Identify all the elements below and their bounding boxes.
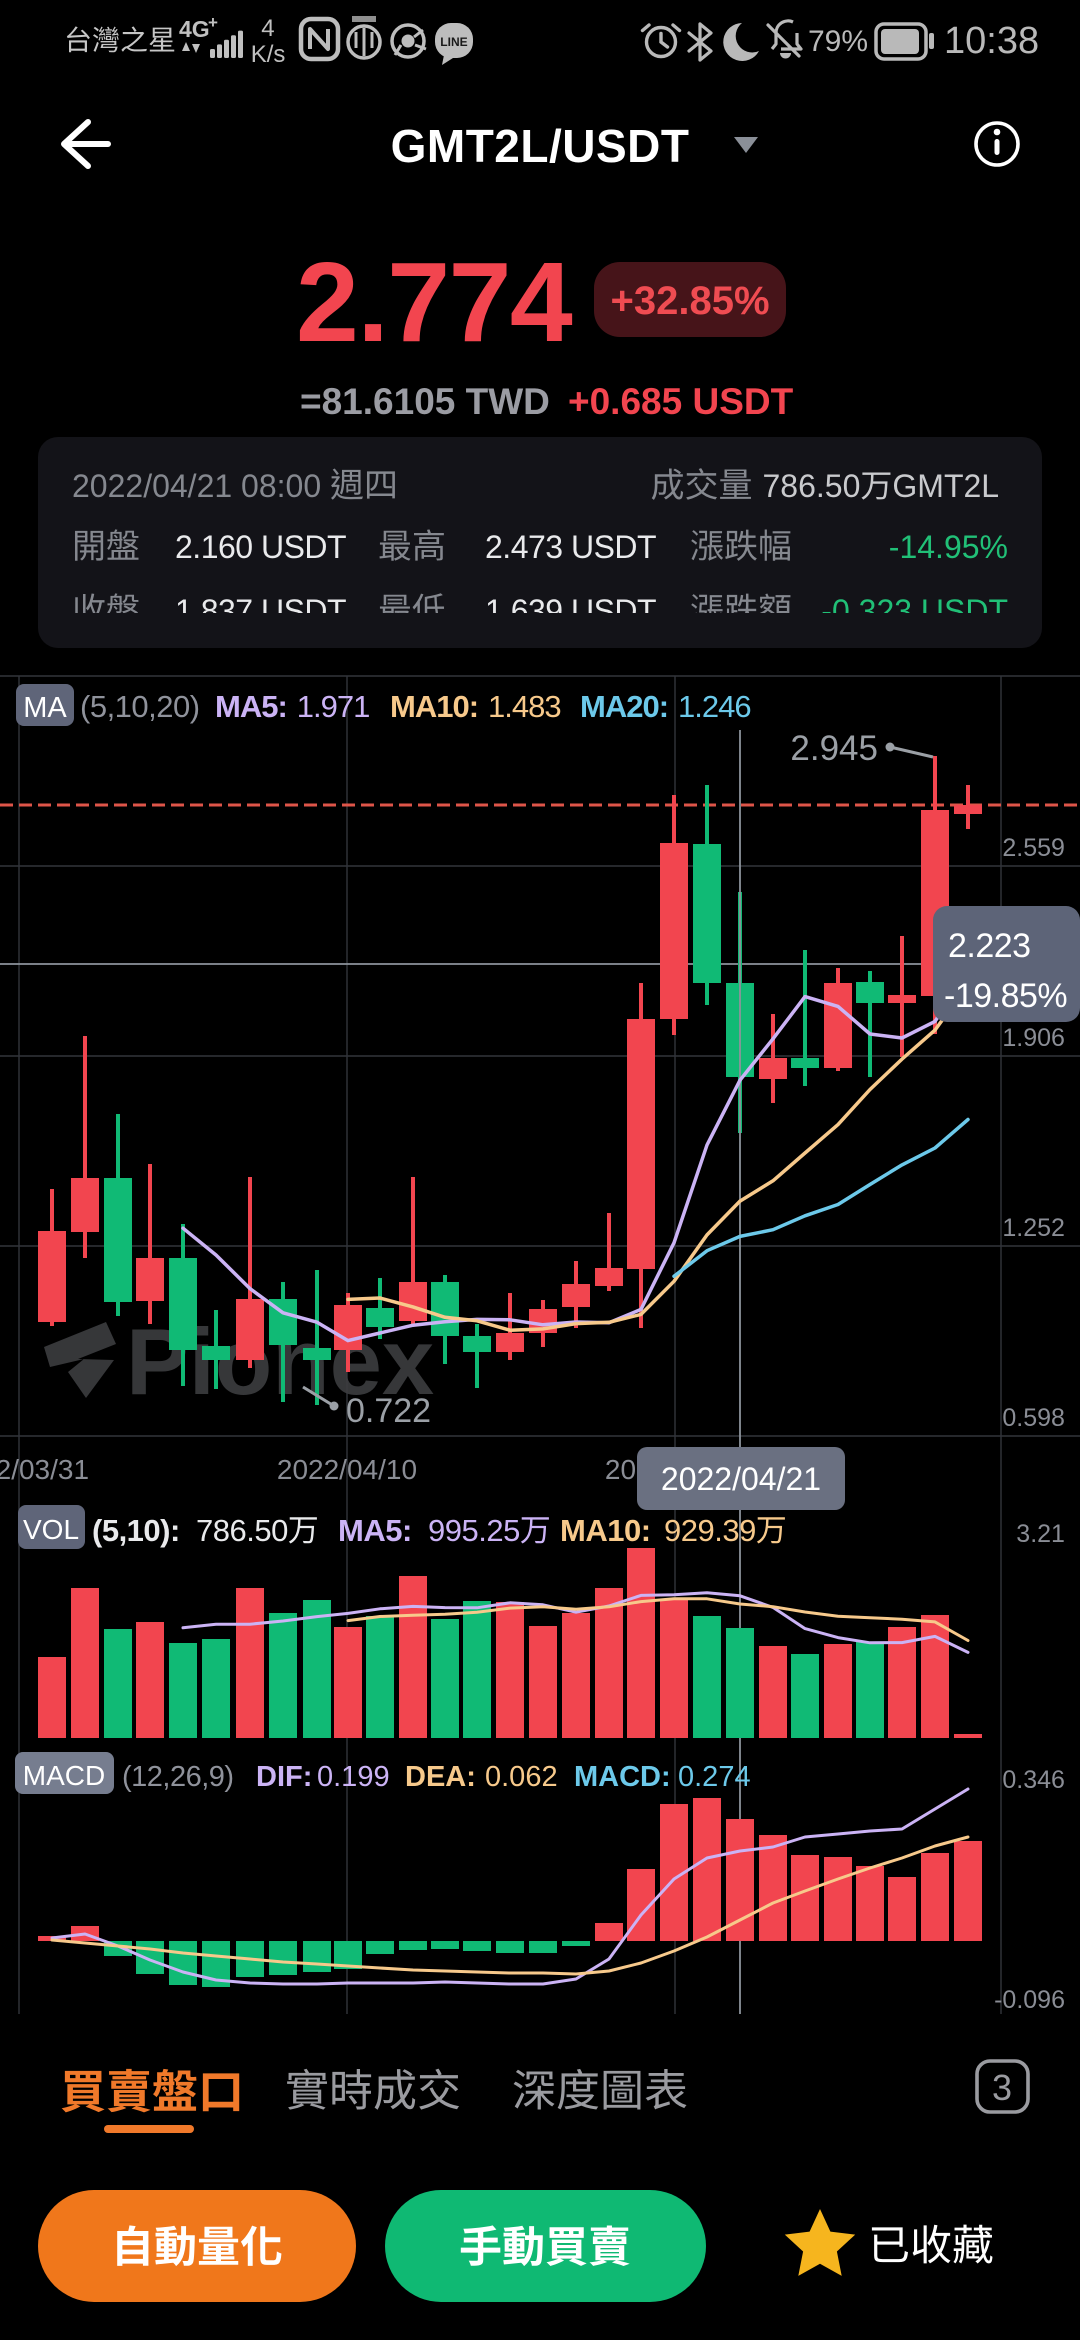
svg-text:4: 4	[261, 15, 274, 42]
svg-text:(5,10,20): (5,10,20)	[80, 689, 200, 724]
svg-text:MACD: MACD	[23, 1760, 105, 1791]
svg-text:MA5:: MA5:	[338, 1513, 412, 1548]
svg-text:0.062: 0.062	[485, 1761, 558, 1793]
svg-text:DIF:: DIF:	[256, 1761, 312, 1793]
svg-text:LINE: LINE	[440, 35, 467, 49]
svg-text:+0.685 USDT: +0.685 USDT	[568, 381, 794, 422]
svg-text:2022/04/10: 2022/04/10	[277, 1454, 417, 1485]
svg-text:79%: 79%	[808, 25, 868, 58]
svg-text:VOL: VOL	[23, 1514, 79, 1545]
svg-text:786.50: 786.50	[196, 1513, 288, 1548]
svg-text:786.50: 786.50	[763, 468, 861, 504]
svg-text:1.246: 1.246	[678, 689, 751, 724]
svg-text:3: 3	[992, 2067, 1012, 2108]
svg-text:K/s: K/s	[251, 41, 286, 68]
svg-text:(5,10):: (5,10):	[92, 1513, 180, 1548]
svg-text:2022/04/21 08:00: 2022/04/21 08:00	[72, 468, 321, 504]
svg-text:3.21: 3.21	[1016, 1520, 1065, 1548]
svg-text:1.971: 1.971	[297, 689, 370, 724]
svg-text:0.722: 0.722	[346, 1392, 431, 1430]
svg-text:1.837 USDT: 1.837 USDT	[175, 593, 346, 629]
svg-text:1.639 USDT: 1.639 USDT	[485, 593, 656, 629]
svg-text:2022/03/31: 2022/03/31	[0, 1454, 89, 1485]
svg-text:2.160 USDT: 2.160 USDT	[175, 529, 346, 565]
svg-text:1.252: 1.252	[1002, 1214, 1065, 1242]
svg-text:MA10:: MA10:	[560, 1513, 651, 1548]
svg-text:2.945: 2.945	[790, 729, 878, 768]
svg-text:4G: 4G	[179, 16, 210, 42]
svg-text:(12,26,9): (12,26,9)	[122, 1761, 234, 1793]
svg-text:2022/04/21: 2022/04/21	[661, 1461, 821, 1497]
svg-text:0.598: 0.598	[1002, 1404, 1065, 1432]
svg-text:-14.95%: -14.95%	[889, 529, 1008, 565]
svg-text:MACD:: MACD:	[574, 1761, 671, 1793]
svg-text:+: +	[208, 13, 218, 32]
svg-text:MA: MA	[23, 692, 67, 724]
svg-text:1.906: 1.906	[1002, 1024, 1065, 1052]
svg-text:-0.323 USDT: -0.323 USDT	[821, 593, 1008, 629]
svg-text:2.559: 2.559	[1002, 834, 1065, 862]
svg-text:-19.85%: -19.85%	[944, 977, 1067, 1015]
svg-text:1.483: 1.483	[488, 689, 561, 724]
svg-text:-0.096: -0.096	[994, 1986, 1065, 2014]
svg-text:GMT2L/USDT: GMT2L/USDT	[391, 120, 690, 172]
svg-text:929.39: 929.39	[664, 1513, 756, 1548]
svg-text:0.274: 0.274	[678, 1761, 751, 1793]
svg-text:+32.85%: +32.85%	[611, 279, 770, 323]
svg-text:DEA:: DEA:	[405, 1761, 476, 1793]
svg-text:2.223: 2.223	[948, 927, 1031, 965]
svg-text:10:38: 10:38	[944, 20, 1039, 62]
svg-text:0.346: 0.346	[1002, 1766, 1065, 1794]
svg-text:2.473 USDT: 2.473 USDT	[485, 529, 656, 565]
svg-text:MA5:: MA5:	[215, 689, 287, 724]
svg-text:995.25: 995.25	[428, 1513, 520, 1548]
svg-text:MA10:: MA10:	[390, 689, 478, 724]
svg-text:2.774: 2.774	[296, 239, 573, 365]
svg-text:0.199: 0.199	[317, 1761, 390, 1793]
svg-text:GMT2L: GMT2L	[892, 468, 999, 504]
svg-text:=81.6105 TWD: =81.6105 TWD	[300, 381, 550, 422]
svg-text:MA20:: MA20:	[580, 689, 668, 724]
